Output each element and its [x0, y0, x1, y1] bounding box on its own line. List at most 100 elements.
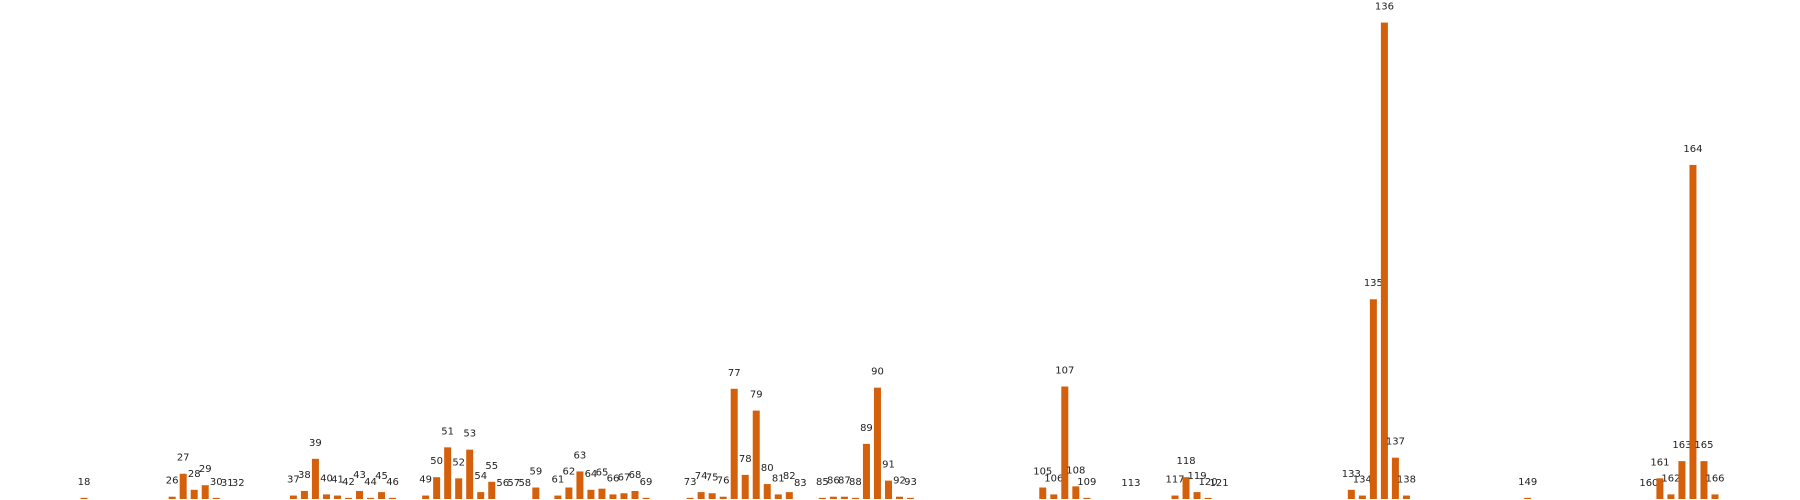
- bar: [719, 496, 727, 499]
- bar: [532, 487, 540, 499]
- bar-label: 161: [1650, 457, 1669, 468]
- bar: [1369, 299, 1377, 499]
- bar-label: 90: [871, 367, 884, 378]
- bar: [1204, 497, 1212, 499]
- bar-label: 87: [838, 476, 851, 487]
- bar: [565, 487, 573, 499]
- bar-label: 50: [430, 456, 443, 467]
- bar: [1656, 478, 1664, 499]
- bar-label: 49: [419, 475, 432, 486]
- bar-label: 85: [816, 477, 829, 488]
- bar: [344, 497, 352, 499]
- bar-label: 133: [1342, 469, 1361, 480]
- bar-label: 86: [827, 476, 840, 487]
- bar: [444, 447, 452, 499]
- bar: [80, 497, 88, 499]
- bar: [488, 481, 496, 499]
- bar-label: 121: [1210, 478, 1229, 489]
- bar: [1700, 461, 1708, 499]
- bar-label: 44: [364, 477, 377, 488]
- bar-label: 106: [1044, 473, 1063, 484]
- bar: [1711, 494, 1719, 499]
- bar: [455, 478, 463, 499]
- bar-label: 68: [629, 470, 642, 481]
- bar-label: 51: [441, 426, 454, 437]
- bar: [466, 449, 474, 499]
- bar-label: 166: [1705, 473, 1724, 484]
- bar-label: 164: [1683, 144, 1702, 155]
- bar-label: 52: [452, 457, 465, 468]
- bar-label: 83: [794, 478, 807, 489]
- bar: [785, 492, 793, 499]
- bar: [752, 410, 760, 499]
- bar-label: 134: [1353, 475, 1372, 486]
- bar-label: 76: [717, 476, 730, 487]
- bar-label: 64: [585, 469, 598, 480]
- bar-label: 37: [287, 475, 300, 486]
- bar: [763, 484, 771, 499]
- bar-label: 162: [1661, 473, 1680, 484]
- bar-label: 29: [199, 464, 212, 475]
- bar: [1193, 492, 1201, 499]
- bar-label: 117: [1165, 475, 1184, 486]
- bar: [1072, 486, 1080, 499]
- bar-label: 67: [618, 472, 631, 483]
- bar: [1689, 164, 1697, 499]
- bar-label: 105: [1033, 467, 1052, 478]
- bar-label: 107: [1055, 365, 1074, 376]
- bar-label: 120: [1199, 477, 1218, 488]
- bar-label: 38: [298, 470, 311, 481]
- bar-label: 135: [1364, 278, 1383, 289]
- bar-label: 82: [783, 471, 796, 482]
- bar: [1667, 494, 1675, 499]
- bar-label: 53: [463, 429, 476, 440]
- bar-label: 79: [750, 390, 763, 401]
- bar-label: 66: [607, 473, 620, 484]
- bar: [609, 494, 617, 499]
- bar-label: 75: [706, 472, 719, 483]
- bar: [686, 497, 694, 499]
- bar-label: 45: [375, 471, 388, 482]
- bar: [212, 497, 220, 499]
- bar: [1039, 487, 1047, 499]
- bar-label: 80: [761, 463, 774, 474]
- bar: [322, 494, 330, 499]
- bar-label: 18: [78, 477, 91, 488]
- bar-label: 62: [563, 467, 576, 478]
- bar: [829, 496, 837, 499]
- bar-label: 28: [188, 469, 201, 480]
- bar-label: 136: [1375, 2, 1394, 13]
- bar-label: 113: [1121, 478, 1140, 489]
- bar: [587, 489, 595, 499]
- bar-label: 46: [386, 477, 399, 488]
- bar-label: 56: [496, 478, 509, 489]
- bar-label: 54: [474, 471, 487, 482]
- bar-label: 138: [1397, 475, 1416, 486]
- bar-label: 55: [485, 461, 498, 472]
- bar-label: 26: [166, 476, 179, 487]
- bar-label: 109: [1077, 477, 1096, 488]
- bar-label: 149: [1518, 477, 1537, 488]
- bar-label: 69: [640, 477, 653, 488]
- bar-label: 42: [342, 477, 355, 488]
- bar: [774, 494, 782, 499]
- bar-label: 39: [309, 438, 322, 449]
- bar: [873, 387, 881, 499]
- bar-label: 77: [728, 368, 741, 379]
- bar: [367, 497, 375, 499]
- bar-label: 32: [232, 478, 245, 489]
- bar: [201, 485, 209, 499]
- bar: [300, 490, 308, 499]
- bar-label: 73: [684, 477, 697, 488]
- bar-label: 59: [529, 467, 542, 478]
- bar-label: 93: [904, 477, 917, 488]
- bar: [1391, 457, 1399, 499]
- bar: [433, 477, 441, 499]
- bar: [840, 496, 848, 499]
- bar: [311, 458, 319, 499]
- bar-label: 74: [695, 471, 708, 482]
- bar-label: 108: [1066, 465, 1085, 476]
- bar-label: 31: [221, 478, 234, 489]
- bar-label: 43: [353, 470, 366, 481]
